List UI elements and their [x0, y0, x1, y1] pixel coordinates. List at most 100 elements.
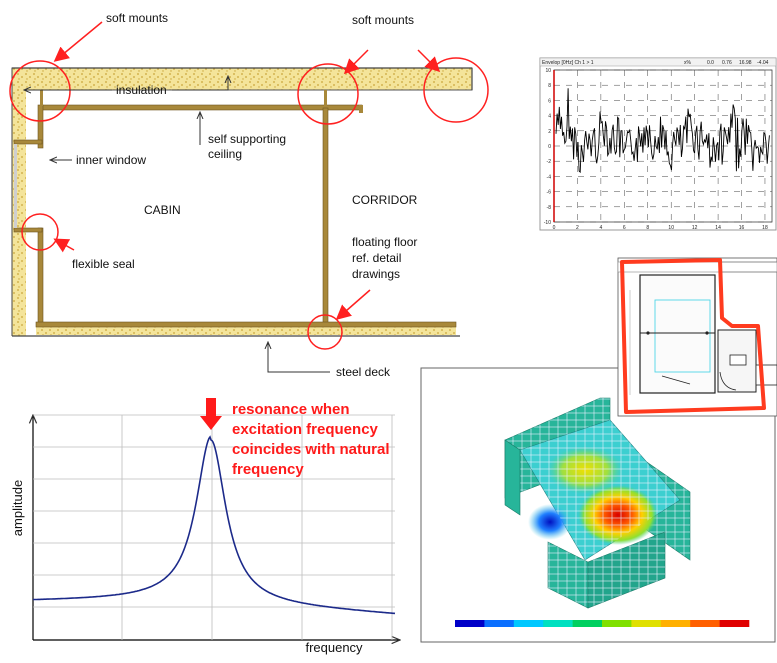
left-wall-insulation	[12, 68, 26, 336]
signal-y-tick: 8	[548, 83, 551, 89]
colorbar-segment	[455, 620, 485, 627]
signal-y-ticks: 10 8 6 4 2 0 -2 -4 -6 -8 -10	[544, 68, 551, 226]
colorbar-segment	[513, 620, 544, 627]
plan-fixture	[729, 354, 747, 366]
colorbar-segment	[690, 620, 720, 627]
arrow-soft-mount-mid	[343, 49, 369, 75]
signal-x-tick: 10	[668, 225, 674, 231]
signal-x-tick: 12	[692, 225, 698, 231]
resonance-plot: resonance when excitation frequency coin…	[10, 398, 400, 655]
signal-y-tick: -8	[547, 205, 552, 211]
signal-header-field: -4.04	[757, 60, 769, 66]
signal-y-tick: -6	[547, 190, 552, 196]
colorbar-segment	[602, 620, 632, 627]
fem-left-wall	[504, 439, 521, 516]
floor-insulation	[36, 325, 456, 335]
colorbar-segment	[660, 620, 691, 627]
signal-x-tick: 0	[553, 225, 556, 231]
ceiling-hanger-left	[40, 90, 43, 106]
label-flexible-seal: flexible seal	[72, 257, 135, 271]
signal-header-field: 16.98	[739, 60, 752, 66]
x-axis-label: frequency	[305, 640, 363, 655]
plan-leader	[661, 375, 691, 385]
colorbar-segment	[484, 620, 515, 627]
window-frame-left	[14, 144, 17, 228]
partition-wall	[322, 107, 329, 326]
signal-header-title: Envelop [0Hz] Ch 1 > 1	[542, 60, 594, 66]
signal-y-tick: -4	[547, 174, 552, 180]
plan-dot	[705, 331, 709, 335]
signal-header-field: x%	[684, 60, 692, 66]
label-soft-mounts-right: soft mounts	[352, 13, 414, 27]
label-self-supporting: self supporting	[208, 132, 286, 146]
ceiling-insulation	[11, 67, 473, 91]
plan-room-inner	[654, 299, 711, 373]
vibration-signal-panel: Envelop [0Hz] Ch 1 > 1 x% 0.0 0.76 16.98…	[539, 57, 777, 231]
arrow-flexible-seal	[53, 238, 75, 253]
label-corridor: CORRIDOR	[352, 193, 418, 207]
soft-mount-circle-right	[423, 57, 489, 123]
signal-x-tick: 14	[715, 225, 721, 231]
arrow-soft-mount-right	[417, 49, 441, 73]
label-cabin: CABIN	[144, 203, 181, 217]
signal-y-tick: 10	[545, 68, 551, 74]
floor-plan-panel	[617, 257, 777, 417]
label-inner-window: inner window	[76, 153, 146, 167]
steel-deck-leader	[268, 342, 330, 373]
signal-x-tick: 2	[576, 225, 579, 231]
ceiling-panel	[41, 104, 363, 111]
annotation-line-3: coincides with natural	[232, 441, 390, 458]
colorbar-segment	[572, 620, 603, 627]
signal-y-tick: -2	[547, 159, 552, 165]
plan-room-main	[639, 274, 716, 394]
y-axis-label: amplitude	[10, 480, 25, 536]
label-drawings: drawings	[352, 267, 400, 281]
arrow-soft-mount-left	[53, 21, 103, 62]
colorbar-segment	[543, 620, 573, 627]
flexible-seal-circle	[21, 213, 59, 251]
plan-bathroom	[717, 329, 757, 393]
corridor-ceiling-drop	[359, 105, 363, 113]
signal-trace	[555, 88, 770, 174]
fem-colorbar	[455, 620, 750, 627]
annotation-line-4: frequency	[232, 461, 304, 478]
plan-door-arc	[719, 371, 737, 391]
signal-header-fields: x% 0.0 0.76 16.98 -4.04	[684, 60, 769, 66]
annotation-line-1: resonance when	[232, 401, 350, 418]
fem-front-wall-mesh	[548, 542, 588, 608]
label-ceiling: ceiling	[208, 147, 242, 161]
annotation-line-2: excitation frequency	[232, 421, 379, 438]
soft-mount-circle-left	[9, 60, 71, 122]
signal-y-tick: 6	[548, 98, 551, 104]
plan-highlight-outline	[620, 258, 766, 414]
signal-x-ticks: 0 2 4 6 8 10 12 14 16 18	[553, 225, 768, 231]
arrow-floating-floor	[335, 289, 371, 320]
signal-y-tick: -10	[544, 220, 551, 226]
floating-floor	[35, 321, 457, 328]
fem-floor-mesh	[520, 420, 680, 560]
signal-header-field: 0.0	[707, 60, 714, 66]
signal-y-tick: 4	[548, 114, 551, 120]
label-steel-deck: steel deck	[336, 365, 391, 379]
signal-x-tick: 4	[599, 225, 602, 231]
floor-mount-circle	[307, 314, 343, 350]
resonance-curve	[32, 435, 396, 615]
window-sill-top	[13, 139, 43, 145]
window-sill-bottom	[13, 227, 43, 233]
label-floating-floor: floating floor	[352, 235, 417, 249]
left-wall-lower	[37, 227, 44, 326]
colorbar-segment	[631, 620, 662, 627]
insulation-leader-right	[172, 76, 228, 91]
signal-x-tick: 16	[739, 225, 745, 231]
signal-header	[539, 57, 777, 67]
cabin-section-drawing: soft mounts soft mounts insulation self …	[9, 11, 489, 379]
resonance-arrow	[200, 398, 222, 430]
signal-x-tick: 6	[623, 225, 626, 231]
signal-y-tick: 0	[548, 144, 551, 150]
plan-dot	[646, 331, 650, 335]
soft-mount-circle-mid	[297, 63, 359, 125]
signal-y-tick: 2	[548, 129, 551, 135]
signal-x-tick: 8	[646, 225, 649, 231]
label-ref-detail: ref. detail	[352, 251, 401, 265]
